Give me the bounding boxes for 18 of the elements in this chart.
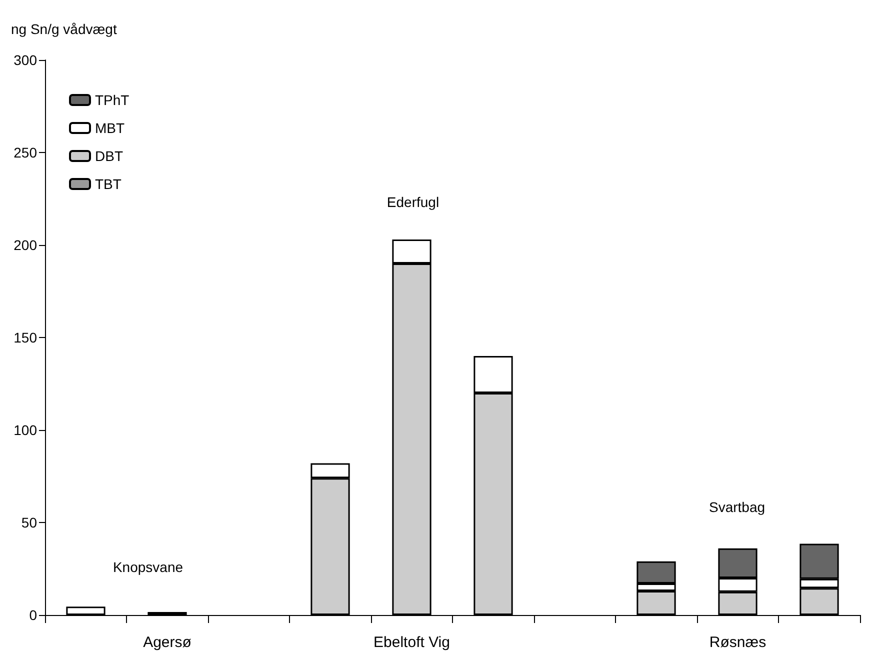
y-tick-label: 150 xyxy=(14,330,38,346)
y-tick-label: 0 xyxy=(29,607,38,623)
legend-label: DBT xyxy=(95,148,124,164)
legend-label: MBT xyxy=(95,120,125,136)
y-tick-label: 50 xyxy=(21,514,38,530)
annotation: Knopsvane xyxy=(112,559,184,575)
y-tick-label: 250 xyxy=(14,144,38,160)
legend-label: TBT xyxy=(95,176,122,192)
y-tick-label: 300 xyxy=(14,52,38,68)
x-tick-label: Agersø xyxy=(143,634,192,651)
annotation: Ederfugl xyxy=(386,194,440,210)
x-tick-label: Røsnæs xyxy=(709,634,766,651)
legend-label: TPhT xyxy=(95,92,130,108)
y-axis-title: ng Sn/g vådvægt xyxy=(11,21,117,37)
y-tick-label: 200 xyxy=(14,237,38,253)
y-tick-label: 100 xyxy=(14,422,38,438)
annotation: Svartbag xyxy=(708,499,766,515)
x-tick-label: Ebeltoft Vig xyxy=(374,634,450,651)
